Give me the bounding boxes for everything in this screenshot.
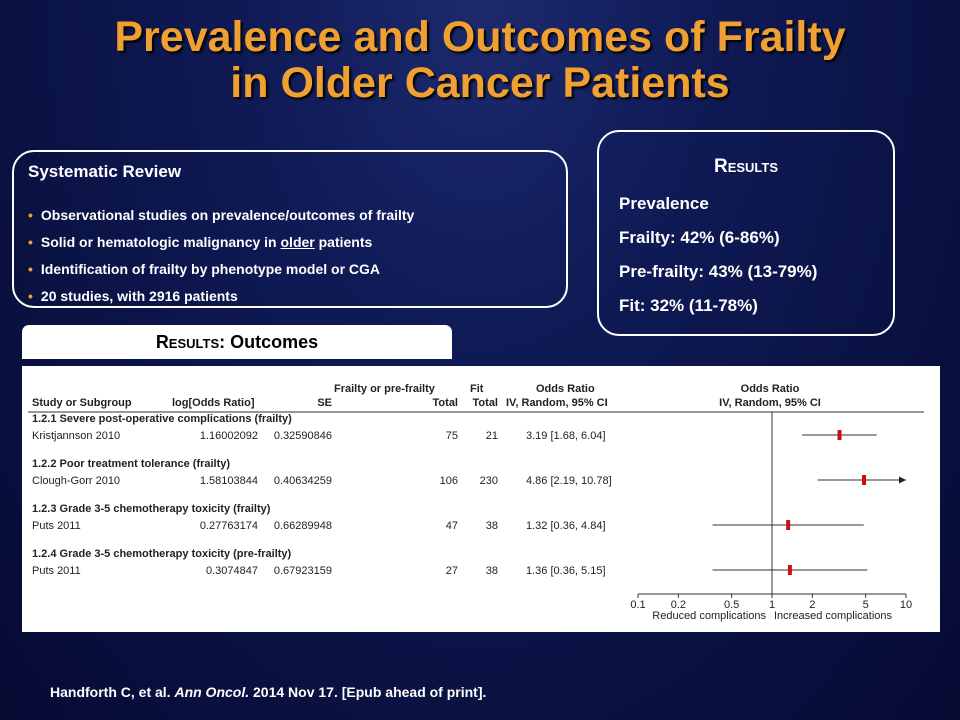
review-bullet: • 20 studies, with 2916 patients [28, 285, 414, 312]
x-tick-label: 5 [863, 599, 869, 611]
x-tick-label: 2 [809, 599, 815, 611]
header-fit: Fit [470, 383, 484, 395]
fit-total-value: 21 [486, 430, 498, 442]
header-frailty-total: Total [433, 397, 458, 409]
forest-plot-panel: Frailty or pre-frailty Fit Odds Ratio Odds … [22, 366, 940, 632]
subgroup-label: 1.2.1 Severe post-operative complication… [32, 413, 292, 425]
subgroup-label: 1.2.3 Grade 3-5 chemotherapy toxicity (f… [32, 503, 271, 515]
log-or-value: 1.58103844 [200, 475, 258, 487]
header-or: Odds Ratio [536, 383, 595, 395]
results-line: Prevalence [619, 194, 709, 213]
outcomes-tab-prefix: Results [155, 332, 220, 352]
se-value: 0.32590846 [274, 430, 332, 442]
citation-rest: 2014 Nov 17. [Epub ahead of print]. [249, 684, 487, 700]
results-line: Pre-frailty: 43% (13-79%) [619, 262, 818, 281]
review-bullet: • Solid or hematologic malignancy in olde… [28, 231, 414, 258]
x-tick-label: 0.5 [724, 599, 739, 611]
header-study: Study or Subgroup [32, 397, 132, 409]
systematic-review-heading: Systematic Review [28, 162, 182, 181]
se-value: 0.40634259 [274, 475, 332, 487]
bullet-text-underlined: older [280, 234, 315, 250]
ci-text: 1.36 [0.36, 5.15] [526, 565, 606, 577]
ci-arrow [899, 476, 906, 484]
bullet-text: Observational studies on prevalence/outc… [40, 207, 415, 223]
header-plot-method: IV, Random, 95% CI [719, 397, 821, 409]
x-tick-label: 10 [900, 599, 912, 611]
citation: Handforth C, et al. Ann Oncol. 2014 Nov … [50, 684, 486, 700]
ci-text: 1.32 [0.36, 4.84] [526, 520, 606, 532]
results-heading: Results [713, 156, 779, 177]
bullet-dot-icon: • [28, 261, 33, 277]
slide-title-line2: in Older Cancer Patients [230, 59, 730, 107]
footer-left-label: Reduced complications [652, 610, 766, 622]
slide-title-line1: Prevalence and Outcomes of Frailty [114, 13, 846, 61]
fit-total-value: 38 [486, 565, 498, 577]
header-frailty: Frailty or pre-frailty [334, 383, 436, 395]
footer-right-label: Increased complications [774, 610, 893, 622]
log-or-value: 1.16002092 [200, 430, 258, 442]
or-marker [837, 430, 842, 440]
slide-title: Prevalence and Outcomes of Frailty in Ol… [0, 14, 960, 106]
results-outcomes-tab: Results: Outcomes [22, 325, 452, 359]
bullet-dot-icon: • [28, 288, 33, 304]
study-name: Puts 2011 [32, 565, 81, 577]
review-bullet: • Observational studies on prevalence/out… [28, 204, 414, 231]
x-tick-label: 1 [769, 599, 775, 611]
se-value: 0.66289948 [274, 520, 332, 532]
subgroup-label: 1.2.4 Grade 3-5 chemotherapy toxicity (p… [32, 548, 292, 560]
review-bullet: • Identification of frailty by phenotype … [28, 258, 414, 285]
results-box: Results Prevalence Frailty: 42% (6-86%) … [597, 130, 895, 336]
x-tick-label: 0.1 [630, 599, 645, 611]
log-or-value: 0.27763174 [200, 520, 258, 532]
bullet-dot-icon: • [28, 234, 33, 250]
bullet-text: Identification of frailty by phenotype m… [40, 261, 381, 277]
subgroup-label: 1.2.2 Poor treatment tolerance (frailty) [32, 458, 230, 470]
header-log-or: log[Odds Ratio] [172, 397, 255, 409]
study-name: Clough-Gorr 2010 [32, 475, 120, 487]
log-or-value: 0.3074847 [206, 565, 258, 577]
citation-authors: Handforth C, et al. [50, 684, 175, 700]
bullet-text: 20 studies, with 2916 patients [40, 288, 238, 304]
bullet-text: Solid or hematologic malignancy in [40, 234, 281, 250]
header-fit-total: Total [473, 397, 498, 409]
citation-journal: Ann Oncol. [174, 684, 250, 700]
systematic-review-list: • Observational studies on prevalence/out… [28, 204, 414, 312]
results-line: Frailty: 42% (6-86%) [619, 228, 780, 247]
or-marker [787, 565, 792, 575]
systematic-review-box: Systematic Review • Observational studies… [12, 150, 568, 308]
study-name: Kristjannson 2010 [32, 430, 120, 442]
header-or-method: IV, Random, 95% CI [506, 397, 608, 409]
frailty-total-value: 106 [440, 475, 458, 487]
or-marker [786, 520, 791, 530]
outcomes-tab-suffix: : Outcomes [219, 332, 319, 352]
header-plot: Odds Ratio [741, 383, 800, 395]
frailty-total-value: 47 [446, 520, 458, 532]
fit-total-value: 38 [486, 520, 498, 532]
header-se: SE [317, 397, 332, 409]
frailty-total-value: 75 [446, 430, 458, 442]
or-marker [862, 475, 867, 485]
se-value: 0.67923159 [274, 565, 332, 577]
frailty-total-value: 27 [446, 565, 458, 577]
ci-text: 3.19 [1.68, 6.04] [526, 430, 606, 442]
bullet-text: patients [314, 234, 373, 250]
forest-plot: Frailty or pre-frailty Fit Odds Ratio Odds … [28, 383, 924, 622]
x-tick-label: 0.2 [671, 599, 686, 611]
ci-text: 4.86 [2.19, 10.78] [526, 475, 612, 487]
bullet-dot-icon: • [28, 207, 33, 223]
results-line: Fit: 32% (11-78%) [619, 296, 758, 315]
fit-total-value: 230 [480, 475, 498, 487]
study-name: Puts 2011 [32, 520, 81, 532]
